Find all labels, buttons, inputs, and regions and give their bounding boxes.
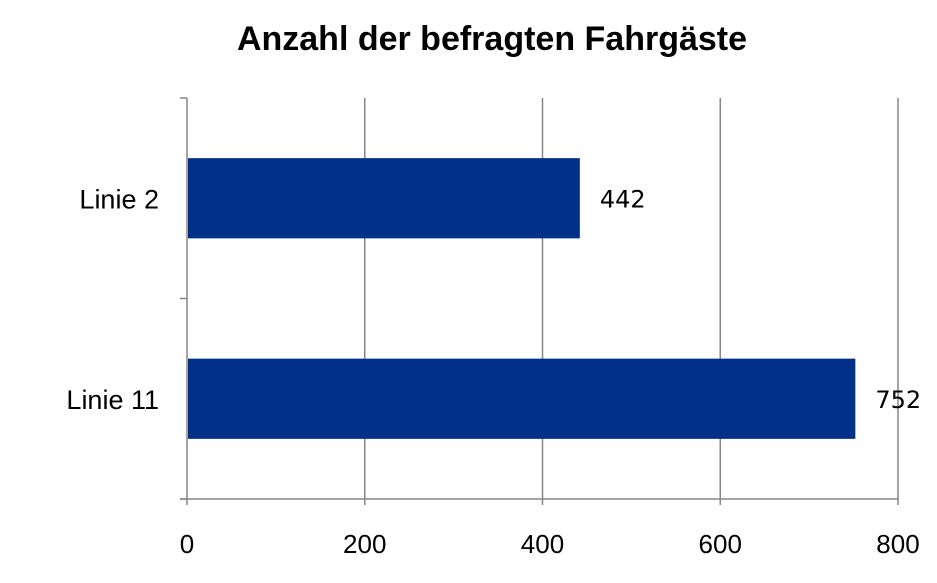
x-tick-label-800: 800 — [876, 529, 919, 559]
axes — [180, 97, 898, 505]
bars — [188, 158, 856, 439]
x-tick-label-0: 0 — [180, 529, 194, 559]
chart-title: Anzahl der befragten Fahrgäste — [237, 20, 747, 58]
data-label-1: 442 — [600, 185, 646, 213]
x-tick-label-600: 600 — [699, 529, 742, 559]
category-label-1: Linie 2 — [79, 184, 159, 214]
labels: 0 200 400 600 800 Linie 2 442 Linie 11 752 — [66, 184, 921, 559]
x-tick-label-200: 200 — [343, 529, 386, 559]
data-label-2: 752 — [875, 386, 921, 414]
bar-1 — [188, 158, 580, 239]
x-tick-label-400: 400 — [521, 529, 564, 559]
category-label-2: Linie 11 — [66, 385, 159, 415]
bar-2 — [188, 358, 856, 439]
